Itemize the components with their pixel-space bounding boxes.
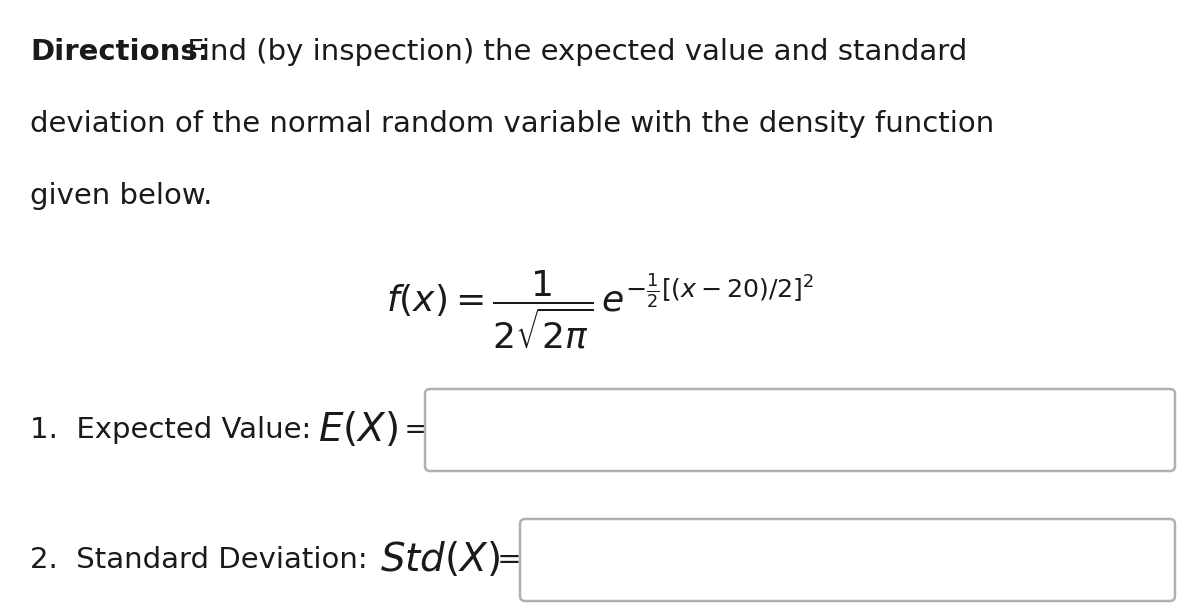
- Text: =: =: [488, 546, 522, 574]
- Text: $\boldsymbol{\mathit{Std}}$$\boldsymbol{\mathit{(}}$$\boldsymbol{\mathit{X}}$$\b: $\boldsymbol{\mathit{Std}}$$\boldsymbol{…: [380, 541, 500, 579]
- Text: Directions:: Directions:: [30, 38, 209, 66]
- Text: Find (by inspection) the expected value and standard: Find (by inspection) the expected value …: [178, 38, 967, 66]
- FancyBboxPatch shape: [520, 519, 1175, 601]
- Text: $f(x) = \dfrac{1}{2\sqrt{2\pi}}\,e^{-\frac{1}{2}[(x-20)/2]^{2}}$: $f(x) = \dfrac{1}{2\sqrt{2\pi}}\,e^{-\fr…: [386, 269, 814, 351]
- Text: deviation of the normal random variable with the density function: deviation of the normal random variable …: [30, 110, 995, 138]
- Text: =: =: [395, 416, 428, 444]
- Text: 2.  Standard Deviation:: 2. Standard Deviation:: [30, 546, 386, 574]
- Text: 1.  Expected Value:: 1. Expected Value:: [30, 416, 330, 444]
- Text: given below.: given below.: [30, 182, 212, 210]
- FancyBboxPatch shape: [425, 389, 1175, 471]
- Text: $\boldsymbol{\mathit{E}}$$\boldsymbol{\mathit{(}}$$\boldsymbol{\mathit{X}}$$\bol: $\boldsymbol{\mathit{E}}$$\boldsymbol{\m…: [318, 410, 398, 449]
